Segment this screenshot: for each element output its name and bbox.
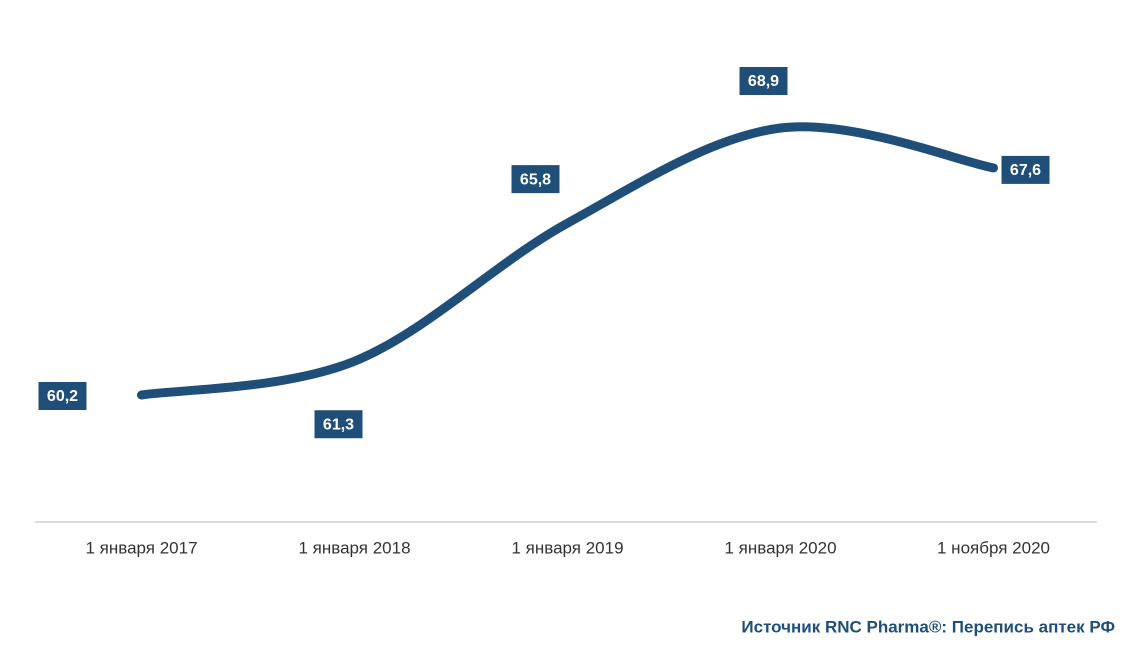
value-label: 67,6 <box>1010 162 1041 179</box>
x-tick-label: 1 ноября 2020 <box>937 538 1050 557</box>
value-label: 68,9 <box>748 73 779 90</box>
x-tick-label: 1 января 2020 <box>724 538 836 557</box>
x-tick-label: 1 января 2018 <box>298 538 410 557</box>
value-label-box <box>739 67 788 95</box>
value-label: 60,2 <box>47 388 78 405</box>
source-note: Источник RNC Pharma®: Перепись аптек РФ <box>741 617 1115 636</box>
value-label: 61,3 <box>323 416 354 433</box>
x-tick-label: 1 января 2017 <box>85 538 197 557</box>
x-tick-label: 1 января 2019 <box>511 538 623 557</box>
value-label-box <box>314 410 363 439</box>
value-label-box <box>511 165 560 194</box>
value-label-box <box>1001 155 1050 184</box>
value-label-box <box>38 382 87 410</box>
value-label: 65,8 <box>520 171 551 188</box>
line <box>137 122 998 400</box>
